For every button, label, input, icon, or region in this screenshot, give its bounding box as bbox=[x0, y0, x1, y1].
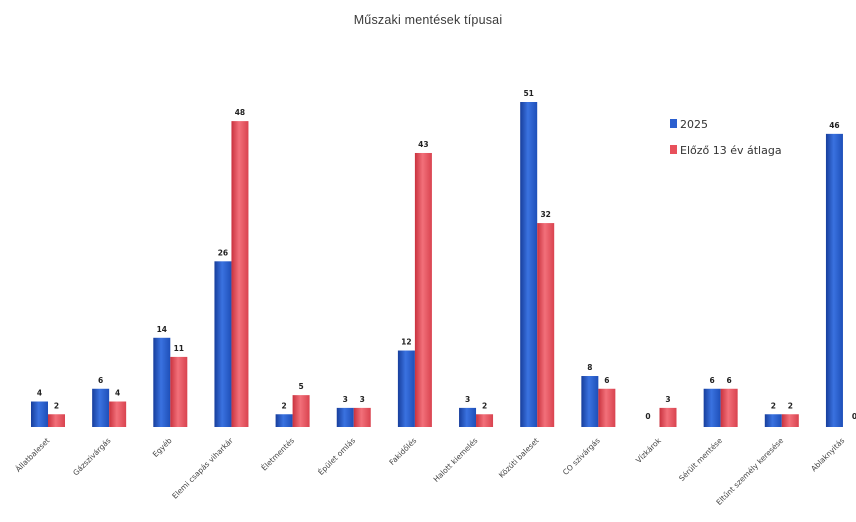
bar-series-2025-9 bbox=[581, 376, 599, 427]
category-label-1: Gázszivárgás bbox=[71, 436, 112, 477]
bars-group bbox=[31, 102, 843, 428]
category-label-6: Fakidőlés bbox=[387, 436, 418, 467]
bar-series-2025-3 bbox=[214, 261, 232, 427]
bar-series-average-8 bbox=[537, 223, 555, 427]
data-label-series-average-1: 4 bbox=[115, 389, 120, 398]
bar-series-2025-0 bbox=[31, 401, 48, 427]
bar-series-2025-11 bbox=[703, 388, 721, 427]
bar-series-2025-8 bbox=[520, 102, 538, 427]
data-label-series-average-12: 2 bbox=[788, 401, 793, 410]
data-label-series-2025-9: 8 bbox=[587, 363, 592, 372]
category-label-7: Halott kiemelés bbox=[432, 436, 480, 484]
bar-series-average-11 bbox=[720, 388, 738, 427]
data-label-series-average-11: 6 bbox=[727, 376, 732, 385]
data-label-series-average-10: 3 bbox=[665, 395, 670, 404]
bar-series-average-5 bbox=[353, 407, 371, 427]
category-label-11: Sérült mentése bbox=[677, 436, 724, 483]
category-label-10: Vízkárok bbox=[634, 436, 663, 465]
data-label-series-average-6: 43 bbox=[418, 140, 428, 149]
data-label-series-average-7: 2 bbox=[482, 401, 487, 410]
bar-series-average-6 bbox=[414, 152, 432, 427]
data-label-series-2025-6: 12 bbox=[401, 338, 411, 347]
data-label-series-2025-3: 26 bbox=[218, 248, 228, 257]
data-label-series-2025-12: 2 bbox=[771, 401, 776, 410]
data-label-series-2025-0: 4 bbox=[37, 389, 42, 398]
bar-series-average-7 bbox=[476, 414, 494, 427]
data-label-series-2025-5: 3 bbox=[343, 395, 348, 404]
bar-series-2025-4 bbox=[275, 414, 293, 427]
data-label-series-2025-2: 14 bbox=[157, 325, 167, 334]
bar-series-average-2 bbox=[170, 356, 188, 427]
category-label-12: Eltűnt személy keresése bbox=[714, 436, 785, 507]
data-label-series-2025-10: 0 bbox=[645, 412, 650, 421]
data-label-series-average-0: 2 bbox=[54, 401, 59, 410]
category-label-9: CO szivárgás bbox=[561, 436, 602, 477]
bar-series-average-9 bbox=[598, 388, 616, 427]
category-label-5: Épület omlás bbox=[316, 436, 357, 477]
bar-series-2025-5 bbox=[336, 407, 354, 427]
legend-swatch-series-average bbox=[670, 145, 677, 154]
category-label-0: Állatbaleset bbox=[14, 436, 52, 474]
legend-label-series-average: Előző 13 év átlaga bbox=[680, 144, 782, 157]
data-label-series-2025-4: 2 bbox=[281, 401, 286, 410]
bar-series-average-12 bbox=[781, 414, 799, 427]
category-label-3: Elemi csapás viharkár bbox=[170, 435, 235, 500]
data-label-series-average-5: 3 bbox=[360, 395, 365, 404]
chart-title: Műszaki mentések típusai bbox=[353, 13, 503, 27]
data-label-series-2025-8: 51 bbox=[523, 89, 533, 98]
bar-series-average-1 bbox=[109, 401, 127, 427]
bar-series-2025-6 bbox=[397, 350, 415, 427]
data-label-series-average-8: 32 bbox=[540, 210, 550, 219]
legend-label-series-2025: 2025 bbox=[680, 118, 708, 131]
legend: 2025 Előző 13 év átlaga bbox=[670, 118, 782, 157]
bar-series-2025-7 bbox=[459, 407, 477, 427]
data-label-series-2025-11: 6 bbox=[710, 376, 715, 385]
bar-series-2025-12 bbox=[764, 414, 782, 427]
data-label-series-average-3: 48 bbox=[235, 108, 245, 117]
bar-series-average-0 bbox=[48, 414, 65, 427]
data-label-series-average-13: 0 bbox=[852, 412, 856, 421]
legend-swatch-series-2025 bbox=[670, 119, 677, 128]
data-label-series-average-9: 6 bbox=[604, 376, 609, 385]
category-label-13: Ablaknyitás bbox=[809, 436, 846, 473]
bar-series-2025-1 bbox=[92, 388, 110, 427]
bar-series-average-10 bbox=[659, 407, 677, 427]
data-label-series-2025-13: 46 bbox=[829, 121, 839, 130]
bar-series-average-3 bbox=[231, 121, 249, 427]
data-label-series-2025-7: 3 bbox=[465, 395, 470, 404]
data-label-series-2025-1: 6 bbox=[98, 376, 103, 385]
data-label-series-average-4: 5 bbox=[298, 382, 303, 391]
category-label-4: Életmentés bbox=[260, 436, 296, 472]
bar-series-2025-13 bbox=[825, 133, 843, 428]
category-label-2: Egyéb bbox=[151, 436, 174, 459]
bar-series-2025-2 bbox=[153, 337, 171, 427]
bar-series-average-4 bbox=[292, 395, 310, 427]
data-label-series-average-2: 11 bbox=[174, 344, 184, 353]
category-label-8: Közúti baleset bbox=[497, 436, 541, 480]
